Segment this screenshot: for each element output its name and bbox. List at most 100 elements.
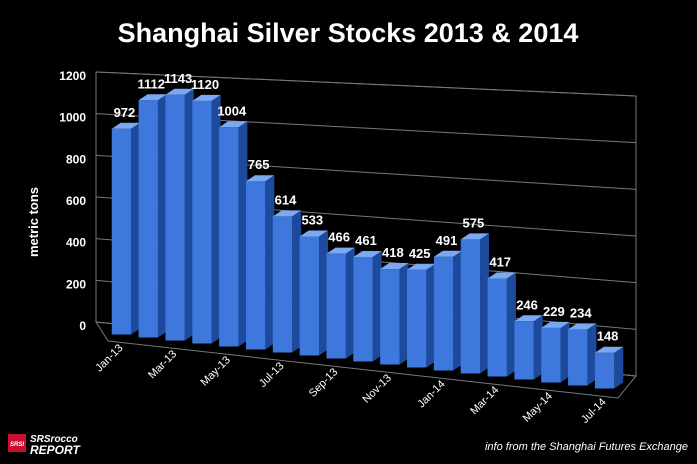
bar-front [111, 128, 132, 335]
bar [272, 210, 302, 353]
source-note: info from the Shanghai Futures Exchange [485, 441, 688, 453]
bar [433, 250, 463, 371]
bar-front [138, 100, 158, 338]
x-tick-label: Jul-14 [579, 396, 609, 426]
logo-text-top: SRSrocco [30, 434, 78, 445]
data-label: 1143 [164, 71, 192, 86]
data-label: 229 [543, 304, 565, 319]
y-axis: 0 200 400 600 800 1000 1200 [59, 69, 86, 333]
bar-side [372, 251, 382, 362]
bar [138, 94, 167, 338]
y-tick-label: 800 [66, 152, 86, 166]
logo-text-bottom: REPORT [30, 443, 81, 457]
bar-top [192, 94, 221, 101]
bar [353, 251, 382, 362]
bar-top [299, 230, 328, 237]
bar-top [165, 88, 194, 95]
data-label: 1112 [138, 76, 166, 91]
bar-front [299, 236, 319, 356]
bar-front [460, 239, 481, 374]
bar-front [594, 352, 615, 389]
bar-top [594, 346, 624, 353]
bar-side [265, 175, 275, 350]
bar-front [514, 321, 534, 380]
bar-front [272, 216, 293, 353]
data-label: 417 [489, 255, 511, 270]
bar [299, 230, 328, 356]
bar [326, 247, 355, 359]
data-label: 614 [275, 192, 297, 207]
bar [514, 315, 543, 380]
data-label: 533 [301, 212, 323, 227]
bar-top [138, 94, 167, 101]
y-tick-label: 0 [79, 319, 86, 333]
data-label: 491 [436, 233, 458, 248]
bar-front [380, 269, 400, 365]
x-tick-label: Mar-13 [146, 348, 179, 381]
bar-side [533, 315, 543, 380]
bar-front [433, 256, 454, 371]
bar-side [506, 272, 516, 377]
bar [165, 88, 194, 341]
data-label: 418 [382, 245, 404, 260]
x-tick-label: Nov-13 [360, 372, 394, 406]
bar-top [514, 315, 543, 322]
data-label: 1120 [191, 77, 219, 92]
bar [487, 272, 516, 377]
x-tick-label: Sep-13 [307, 366, 341, 400]
bar [460, 233, 490, 374]
y-tick-label: 600 [66, 194, 86, 208]
bar-top [433, 250, 463, 257]
bar-top [326, 247, 355, 254]
y-axis-label: metric tons [26, 187, 41, 257]
bar-top [272, 210, 302, 217]
bar-front [541, 327, 561, 383]
bar-front [219, 127, 239, 347]
bar [219, 121, 248, 347]
y-tick-label: 400 [66, 236, 86, 250]
data-label: 148 [597, 329, 619, 344]
bar [541, 321, 570, 383]
bar-side [560, 321, 570, 383]
bar-side [211, 94, 221, 344]
bar-top [219, 121, 248, 128]
bar [111, 122, 141, 335]
x-tick-label: Jul-13 [257, 360, 287, 390]
bar-top [111, 122, 141, 129]
bar-side [587, 323, 597, 386]
bar [568, 323, 597, 386]
x-tick-label: Jan-14 [415, 378, 447, 410]
y-tick-label: 1200 [59, 69, 86, 83]
y-tick-label: 1000 [59, 111, 86, 125]
bar-front [245, 181, 266, 350]
bar [245, 175, 275, 350]
bar-top [487, 272, 516, 279]
bar [192, 94, 221, 344]
chart-title: Shanghai Silver Stocks 2013 & 2014 [118, 18, 579, 48]
srsrocco-logo: SRSI SRSrocco REPORT [8, 434, 81, 457]
bar-series [111, 88, 624, 389]
bar-side [292, 210, 302, 353]
bar-side [238, 121, 248, 347]
bar-side [399, 263, 409, 365]
bar-top [568, 323, 597, 330]
data-label: 765 [248, 157, 270, 172]
bar-top [380, 263, 409, 270]
logo-badge [8, 434, 26, 452]
logo-badge-text: SRSI [10, 442, 24, 448]
bar-side [318, 230, 328, 356]
bar-front [568, 329, 588, 386]
bar-side [426, 263, 436, 368]
bar-front [407, 269, 427, 368]
bar [380, 263, 409, 365]
x-tick-label: May-14 [521, 390, 555, 424]
y-tick-label: 200 [66, 277, 86, 291]
bar-top [407, 263, 436, 270]
x-tick-label: May-13 [198, 354, 232, 388]
x-tick-label: Jan-13 [93, 342, 125, 374]
bar-front [165, 94, 185, 341]
bar-top [541, 321, 570, 328]
bar-top [245, 175, 275, 182]
